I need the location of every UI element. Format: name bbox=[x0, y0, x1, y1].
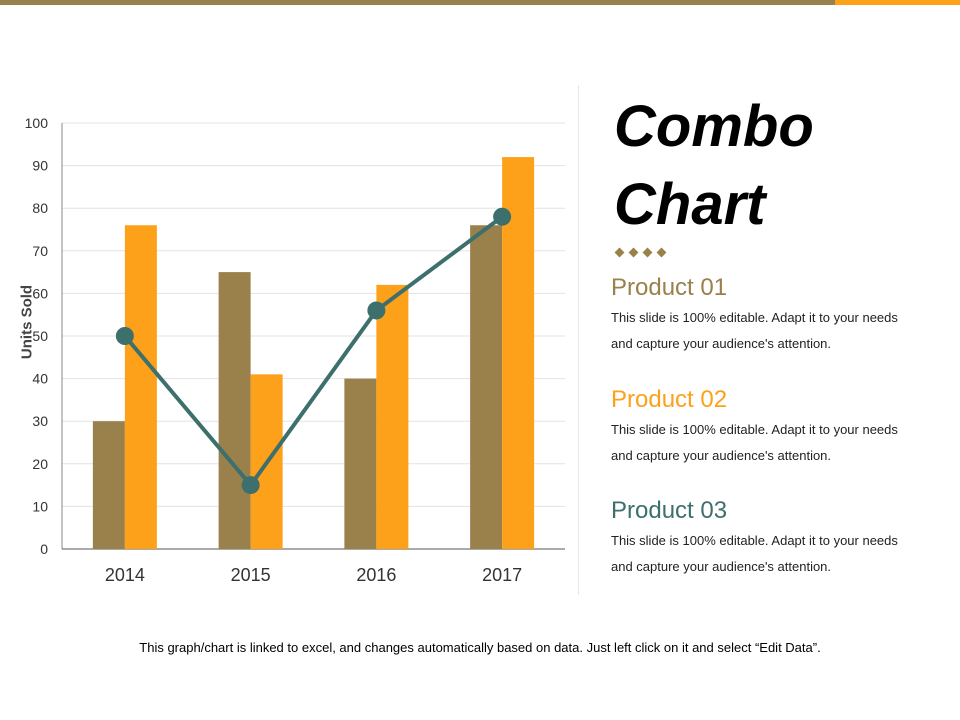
diamond-icon bbox=[628, 247, 639, 258]
product-01-text-line-2: and capture your audience's attention. bbox=[611, 336, 832, 351]
bar-1 bbox=[92, 421, 125, 549]
y-tick-label: 20 bbox=[32, 456, 48, 472]
product-02-text: This slide is 100% editable. Adapt it to… bbox=[611, 417, 941, 469]
y-tick-label: 90 bbox=[32, 158, 48, 174]
y-tick-label: 60 bbox=[32, 285, 48, 301]
line-point bbox=[367, 301, 386, 320]
line-point bbox=[493, 207, 512, 226]
top-bar-main bbox=[0, 0, 835, 5]
y-tick-label: 10 bbox=[32, 498, 48, 514]
top-accent-bar bbox=[0, 0, 960, 5]
product-03-text: This slide is 100% editable. Adapt it to… bbox=[611, 528, 941, 580]
line-series bbox=[123, 215, 504, 488]
y-tick-label: 70 bbox=[32, 243, 48, 259]
line-point bbox=[115, 327, 134, 345]
bar-1 bbox=[218, 272, 251, 549]
product-03-block: Product 03 This slide is 100% editable. … bbox=[611, 496, 941, 580]
y-tick-label: 40 bbox=[32, 371, 48, 387]
title-line-1: Combo bbox=[614, 94, 814, 159]
diamond-icon bbox=[614, 247, 625, 258]
footer-note: This graph/chart is linked to excel, and… bbox=[139, 640, 821, 655]
bar-2 bbox=[124, 225, 157, 549]
page-title: Combo Chart bbox=[614, 88, 914, 244]
bar-2 bbox=[376, 284, 409, 549]
bar-1 bbox=[470, 225, 503, 549]
product-03-text-line-2: and capture your audience's attention. bbox=[611, 559, 832, 574]
diamond-divider bbox=[614, 243, 672, 258]
product-02-heading: Product 02 bbox=[611, 386, 728, 413]
y-tick-label: 100 bbox=[25, 115, 49, 131]
y-tick-label: 0 bbox=[40, 541, 48, 557]
product-02-text-line-2: and capture your audience's attention. bbox=[611, 448, 832, 463]
product-03-heading: Product 03 bbox=[611, 497, 728, 524]
y-tick-label: 50 bbox=[32, 328, 48, 344]
product-02-text-line-1: This slide is 100% editable. Adapt it to… bbox=[611, 422, 898, 437]
product-03-text-line-1: This slide is 100% editable. Adapt it to… bbox=[611, 533, 898, 548]
diamond-icon bbox=[656, 247, 667, 258]
title-line-2: Chart bbox=[614, 172, 766, 237]
y-tick-label: 80 bbox=[32, 200, 48, 216]
x-tick-label: 2014 bbox=[105, 565, 145, 585]
bar-1 bbox=[344, 378, 377, 549]
vertical-divider bbox=[578, 85, 579, 595]
y-axis-label: Units Sold bbox=[18, 284, 36, 360]
y-tick-label: 30 bbox=[32, 413, 48, 429]
x-tick-label: 2017 bbox=[482, 565, 522, 585]
diamond-icon bbox=[642, 247, 653, 258]
top-bar-accent bbox=[835, 0, 960, 5]
x-tick-label: 2015 bbox=[231, 565, 271, 585]
product-01-text-line-1: This slide is 100% editable. Adapt it to… bbox=[611, 310, 898, 325]
combo-chart: 0 10 20 30 40 50 60 70 80 90 100 2014 2015 2016 2017 bbox=[25, 115, 565, 585]
line-point bbox=[241, 476, 260, 495]
product-01-text: This slide is 100% editable. Adapt it to… bbox=[611, 305, 941, 357]
product-02-block: Product 02 This slide is 100% editable. … bbox=[611, 385, 941, 469]
product-01-heading: Product 01 bbox=[611, 274, 728, 301]
x-tick-label: 2016 bbox=[356, 565, 396, 585]
product-01-block: Product 01 This slide is 100% editable. … bbox=[611, 273, 941, 357]
